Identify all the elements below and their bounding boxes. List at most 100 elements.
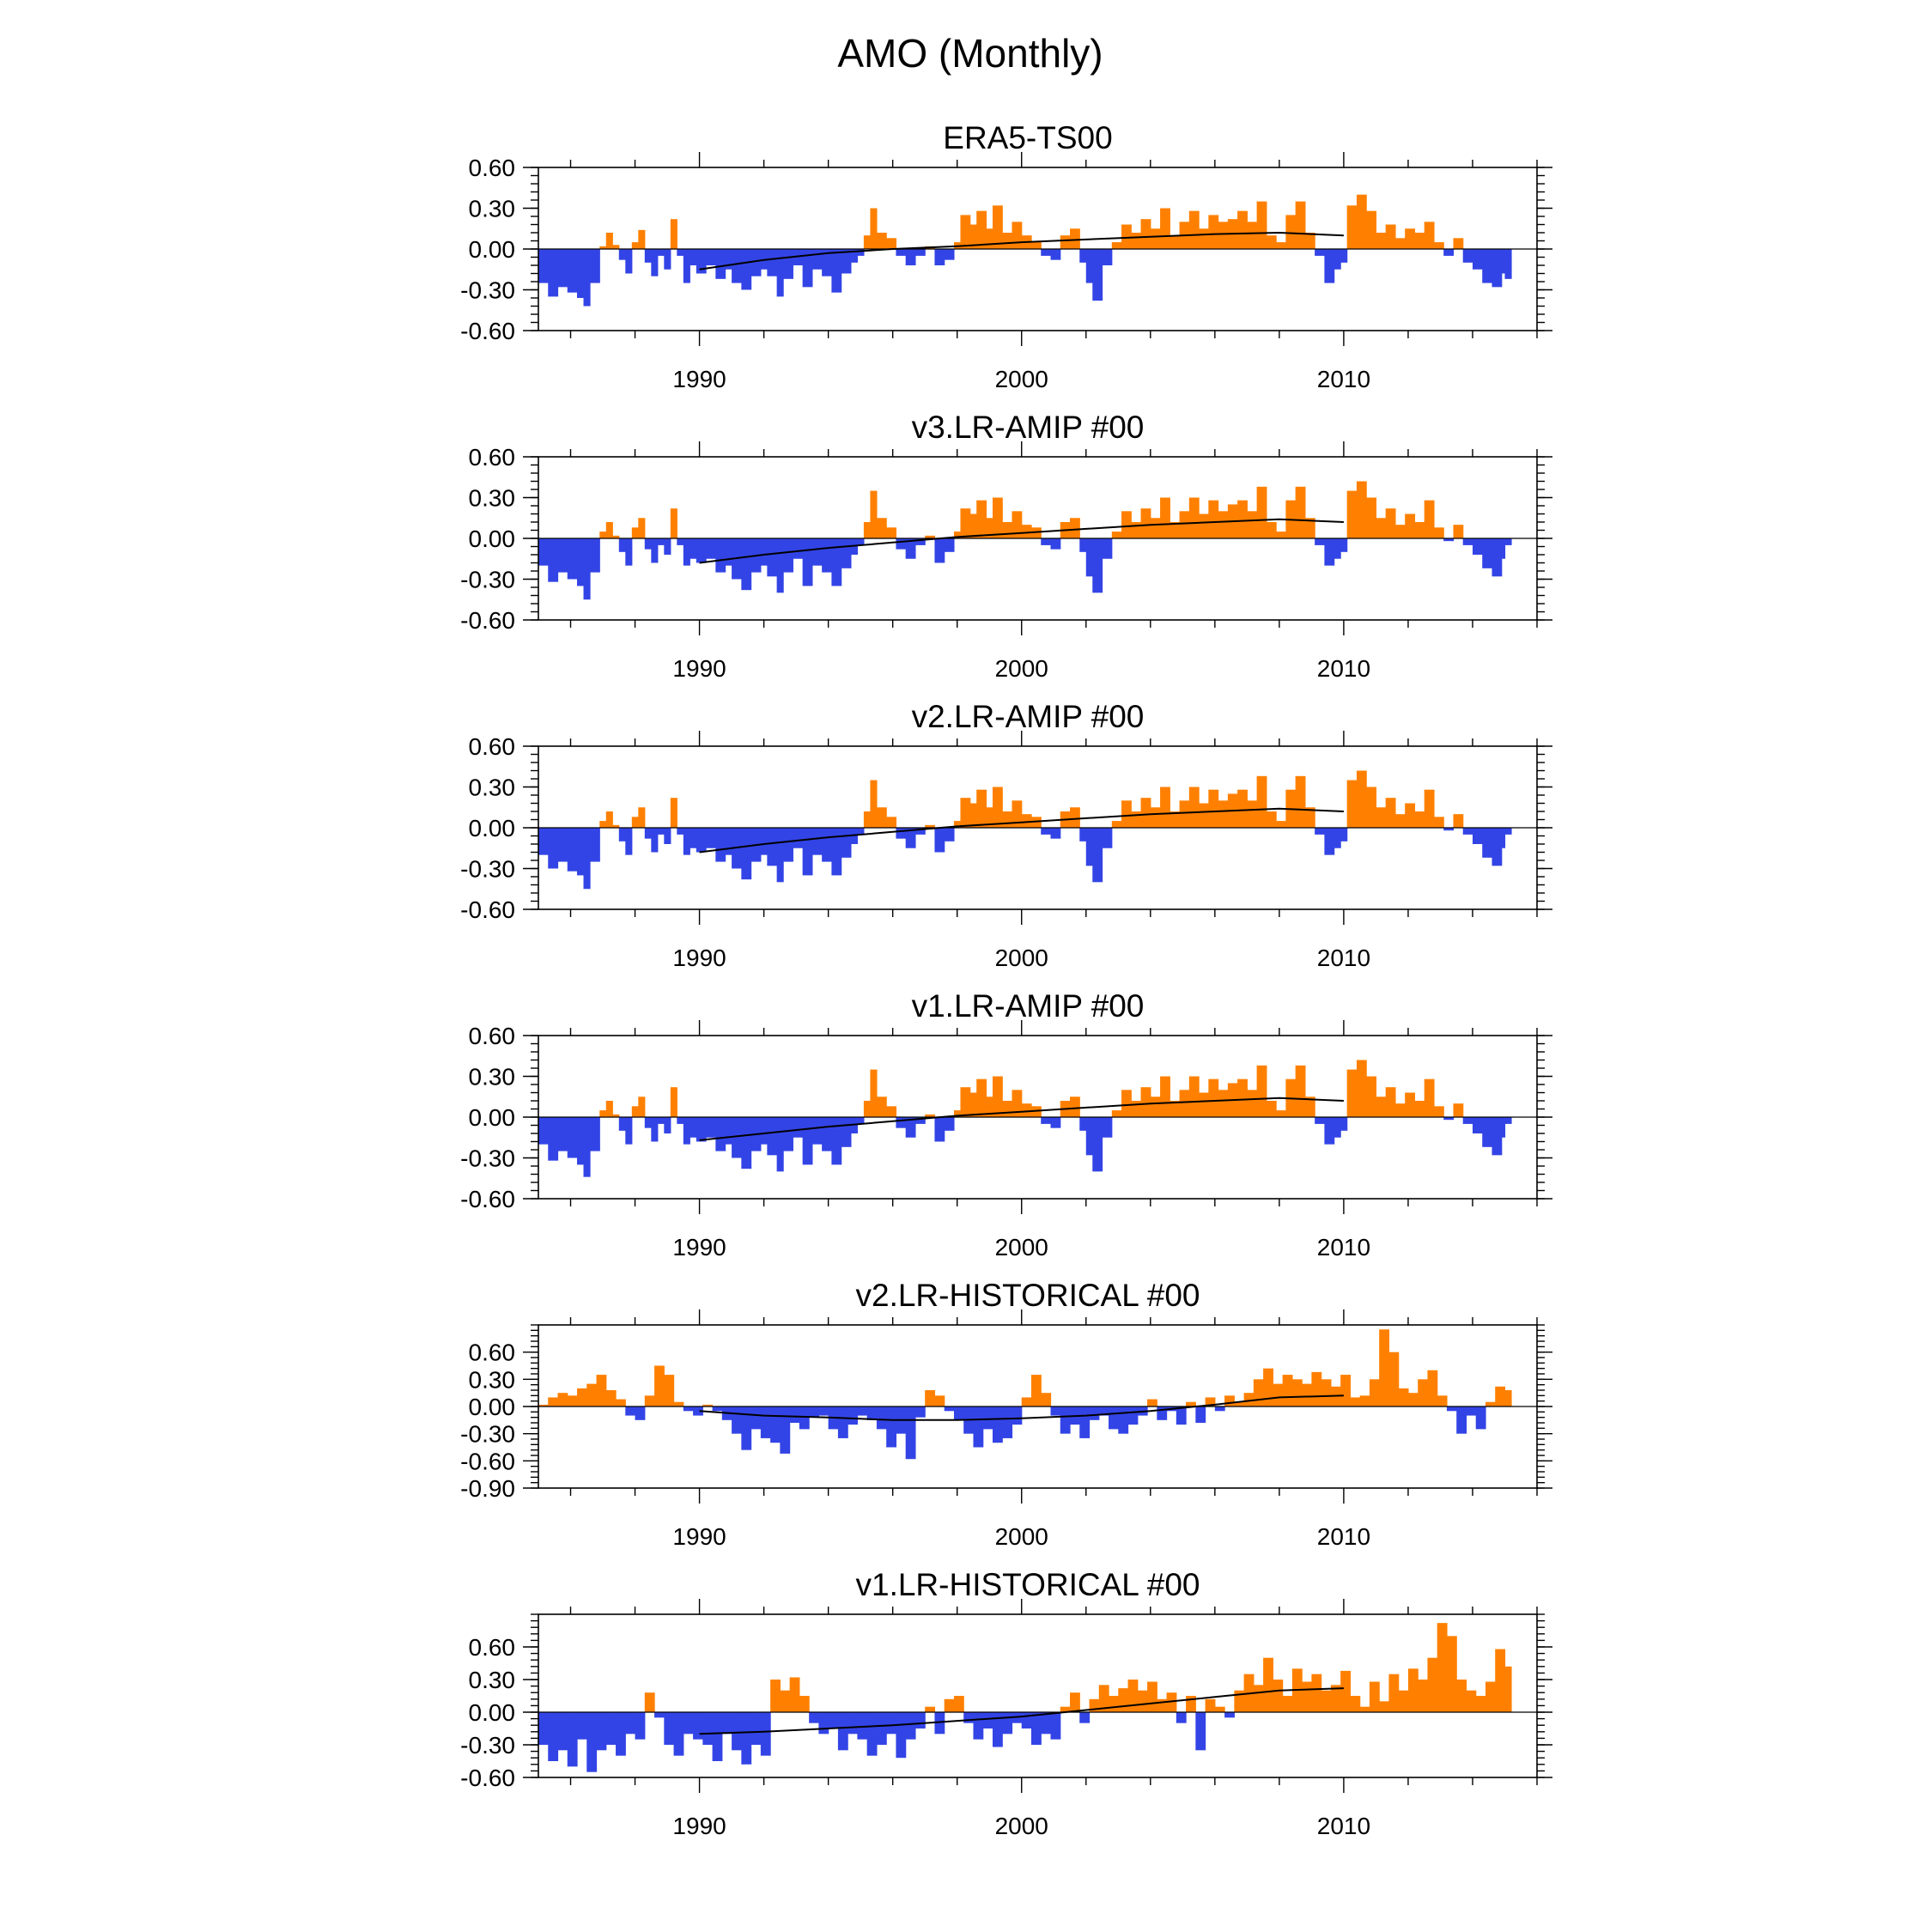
positive-anomaly-bar [1109, 1696, 1119, 1712]
negative-anomaly-bar [1127, 1406, 1139, 1425]
positive-anomaly-bar [1140, 1087, 1151, 1117]
positive-anomaly-bar [1366, 1076, 1377, 1117]
panel-title: v1.LR-AMIP #00 [912, 988, 1145, 1024]
positive-anomaly-bar [1405, 228, 1416, 249]
negative-anomaly-bar [577, 1712, 587, 1740]
negative-anomaly-bar [793, 538, 804, 559]
negative-anomaly-bar [963, 1712, 975, 1723]
negative-anomaly-bar [1102, 249, 1113, 265]
negative-anomaly-bar [1109, 1406, 1119, 1430]
negative-anomaly-bar [944, 1406, 955, 1412]
negative-anomaly-bar [618, 1117, 626, 1131]
panel-3: v2.LR-AMIP #00 0.60 0.30 0.00 -0.30 -0.60 1990… [460, 699, 1552, 971]
positive-anomaly-bar [1247, 511, 1258, 538]
negative-anomaly-bar [1021, 1712, 1032, 1728]
negative-anomaly-bar [702, 1712, 714, 1745]
positive-anomaly-bar [631, 1106, 639, 1117]
positive-anomaly-bar [1385, 1087, 1396, 1117]
y-tick-label: 0.30 [469, 1667, 516, 1693]
positive-anomaly-bar [670, 219, 677, 249]
positive-anomaly-bar [1433, 242, 1444, 249]
negative-anomaly-bar [1340, 538, 1348, 552]
negative-anomaly-bar [696, 249, 707, 274]
negative-anomaly-bar [811, 249, 823, 270]
negative-anomaly-bar [1443, 828, 1455, 831]
positive-anomaly-bar [1140, 798, 1151, 828]
positive-anomaly-bar [1031, 1375, 1042, 1406]
negative-anomaly-bar [1492, 538, 1503, 577]
negative-anomaly-bar [1443, 538, 1455, 542]
positive-anomaly-bar [1031, 527, 1042, 538]
negative-anomaly-bar [664, 1117, 671, 1133]
positive-anomaly-bar [612, 1114, 620, 1117]
negative-anomaly-bar [548, 538, 559, 582]
positive-anomaly-bar [1295, 486, 1306, 538]
positive-anomaly-bar [1263, 1657, 1273, 1712]
negative-anomaly-bar [1340, 1117, 1348, 1131]
negative-anomaly-bar [644, 249, 652, 263]
negative-anomaly-bar [1224, 1712, 1235, 1718]
negative-anomaly-bar [1079, 828, 1087, 841]
x-tick-label: 2000 [995, 655, 1048, 682]
negative-anomaly-bar [831, 249, 842, 293]
negative-anomaly-bar [767, 1117, 778, 1156]
x-tick-label: 2010 [1317, 1523, 1370, 1550]
positive-anomaly-bar [1311, 1674, 1322, 1712]
negative-anomaly-bar [683, 1117, 690, 1145]
negative-anomaly-bar [866, 1712, 878, 1756]
positive-anomaly-bar [969, 513, 977, 538]
negative-anomaly-bar [616, 1712, 626, 1756]
positive-anomaly-bar [1199, 228, 1209, 249]
negative-anomaly-bar [1041, 828, 1052, 835]
positive-anomaly-bar [925, 1390, 936, 1406]
negative-anomaly-bar [725, 828, 732, 855]
negative-anomaly-bar [590, 538, 600, 573]
negative-anomaly-bar [767, 538, 778, 577]
positive-anomaly-bar [605, 811, 613, 828]
positive-anomaly-bar [1150, 807, 1161, 828]
negative-anomaly-bar [725, 249, 732, 270]
negative-anomaly-bar [683, 828, 690, 855]
positive-anomaly-bar [1398, 1690, 1409, 1712]
positive-anomaly-bar [1366, 210, 1377, 249]
negative-anomaly-bar [583, 828, 591, 890]
negative-anomaly-bar [822, 1117, 832, 1151]
positive-anomaly-bar [599, 821, 607, 828]
negative-anomaly-bar [1501, 1117, 1506, 1138]
positive-anomaly-bar [1437, 1623, 1448, 1712]
negative-anomaly-bar [1079, 1406, 1091, 1438]
negative-anomaly-bar [557, 249, 568, 288]
positive-anomaly-bar [1121, 224, 1132, 249]
negative-anomaly-bar [1334, 1117, 1341, 1138]
y-tick-label: 0.60 [469, 444, 516, 471]
positive-anomaly-bar [1282, 1375, 1293, 1406]
negative-anomaly-bar [557, 828, 568, 862]
positive-anomaly-bar [1256, 201, 1267, 249]
positive-anomaly-bar [670, 798, 677, 828]
positive-anomaly-bar [1453, 525, 1464, 538]
negative-anomaly-bar [618, 249, 626, 260]
positive-anomaly-bar [1418, 1680, 1429, 1712]
negative-anomaly-bar [625, 1712, 636, 1735]
positive-anomaly-bar [616, 1399, 626, 1406]
negative-anomaly-bar [644, 1117, 652, 1128]
positive-anomaly-bar [1060, 1706, 1071, 1712]
trend-line [699, 1097, 1344, 1141]
positive-anomaly-bar [538, 1404, 549, 1406]
positive-anomaly-bar [1160, 497, 1170, 538]
negative-anomaly-bar [664, 828, 671, 844]
positive-anomaly-bar [1414, 811, 1425, 828]
negative-anomaly-bar [657, 1117, 665, 1124]
negative-anomaly-bar [693, 1406, 703, 1416]
positive-anomaly-bar [599, 246, 607, 249]
negative-anomaly-bar [857, 828, 865, 835]
figure-title: AMO (Monthly) [837, 31, 1103, 76]
positive-anomaly-bar [586, 1383, 598, 1406]
positive-anomaly-bar [1170, 522, 1181, 538]
y-tick-label: 0.60 [469, 1023, 516, 1049]
x-tick-label: 2010 [1317, 366, 1370, 392]
negative-anomaly-bar [802, 249, 813, 288]
negative-anomaly-bar [1324, 538, 1335, 566]
positive-anomaly-bar [1321, 1690, 1332, 1712]
y-tick-label: -0.30 [460, 1421, 515, 1448]
